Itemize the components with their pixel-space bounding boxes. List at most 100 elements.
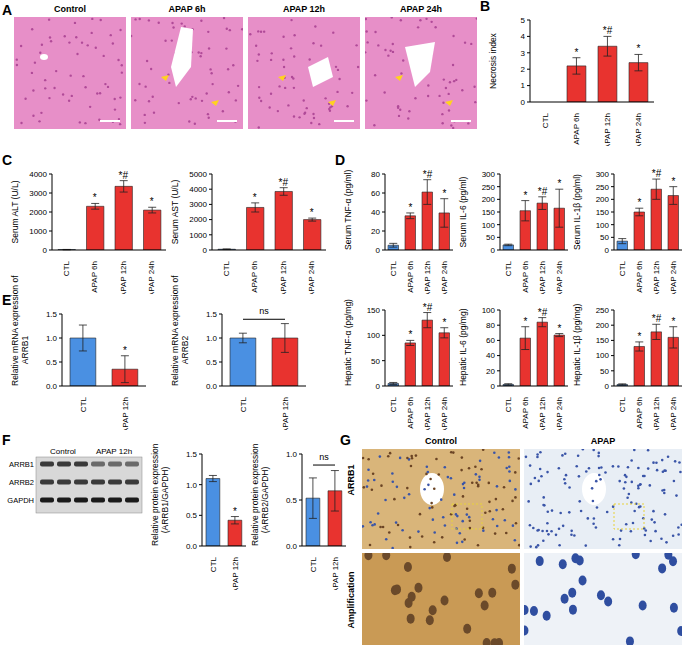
- svg-text:APAP 6h: APAP 6h: [406, 261, 415, 293]
- svg-text:0.5: 0.5: [46, 358, 58, 367]
- svg-text:*#: *#: [603, 25, 613, 36]
- svg-text:250: 250: [482, 183, 496, 192]
- svg-text:100: 100: [596, 351, 610, 360]
- svg-text:CTL: CTL: [62, 260, 71, 276]
- svg-text:*: *: [558, 323, 562, 334]
- svg-text:*: *: [409, 202, 413, 213]
- svg-text:200: 200: [596, 321, 610, 330]
- svg-text:APAP 12h: APAP 12h: [121, 397, 130, 430]
- svg-text:50: 50: [371, 357, 380, 366]
- svg-text:40: 40: [371, 208, 380, 217]
- svg-text:1.5: 1.5: [46, 310, 58, 319]
- svg-text:0: 0: [203, 246, 208, 255]
- svg-text:*: *: [93, 192, 97, 203]
- svg-text:2000: 2000: [189, 215, 207, 224]
- svg-text:2000: 2000: [29, 208, 47, 217]
- svg-text:APAP 12h: APAP 12h: [423, 261, 432, 294]
- svg-text:*: *: [672, 316, 676, 327]
- svg-text:APAP 24h: APAP 24h: [440, 397, 449, 430]
- svg-text:1: 1: [521, 81, 526, 90]
- svg-text:0: 0: [491, 246, 496, 255]
- svg-text:20: 20: [486, 367, 495, 376]
- svg-text:*#: *#: [423, 302, 433, 313]
- svg-text:4000: 4000: [29, 170, 47, 179]
- svg-text:CTL: CTL: [618, 396, 627, 412]
- svg-text:3: 3: [521, 49, 526, 58]
- svg-text:APAP 24h: APAP 24h: [440, 261, 449, 294]
- svg-text:2: 2: [521, 65, 526, 74]
- svg-text:40: 40: [486, 351, 495, 360]
- svg-text:0.5: 0.5: [286, 496, 298, 505]
- svg-text:300: 300: [596, 170, 610, 179]
- svg-text:1000: 1000: [29, 227, 47, 236]
- svg-text:*#: *#: [279, 177, 289, 188]
- svg-text:APAP 6h: APAP 6h: [572, 113, 581, 145]
- svg-text:0.0: 0.0: [186, 542, 198, 551]
- svg-text:*#: *#: [538, 186, 548, 197]
- svg-text:*: *: [443, 317, 447, 328]
- svg-text:APAP 24h: APAP 24h: [669, 261, 677, 294]
- svg-text:ns: ns: [319, 452, 329, 462]
- svg-text:*#: *#: [423, 169, 433, 180]
- svg-text:*: *: [575, 47, 579, 58]
- svg-text:APAP 12h: APAP 12h: [423, 397, 432, 430]
- svg-text:CTL: CTL: [504, 396, 513, 412]
- svg-text:50: 50: [486, 233, 495, 242]
- svg-text:CTL: CTL: [222, 260, 231, 276]
- svg-text:100: 100: [596, 221, 610, 230]
- svg-text:0: 0: [376, 382, 381, 391]
- svg-text:CTL: CTL: [389, 260, 398, 276]
- svg-text:CTL: CTL: [79, 396, 88, 412]
- svg-text:150: 150: [482, 208, 496, 217]
- svg-text:APAP 6h: APAP 6h: [90, 261, 99, 293]
- svg-text:250: 250: [596, 306, 610, 315]
- svg-text:APAP 12h: APAP 12h: [331, 557, 340, 590]
- svg-text:*: *: [253, 192, 257, 203]
- svg-text:CTL: CTL: [209, 556, 218, 572]
- svg-text:*: *: [672, 176, 676, 187]
- svg-text:APAP 12h: APAP 12h: [231, 557, 240, 590]
- svg-text:0.5: 0.5: [206, 358, 218, 367]
- svg-text:APAP 12h: APAP 12h: [96, 447, 132, 456]
- svg-text:300: 300: [482, 170, 496, 179]
- svg-text:CTL: CTL: [504, 260, 513, 276]
- svg-text:*: *: [524, 316, 528, 327]
- svg-text:APAP 24h: APAP 24h: [555, 261, 564, 294]
- svg-text:APAP 12h: APAP 12h: [652, 397, 661, 430]
- svg-text:200: 200: [596, 195, 610, 204]
- svg-text:APAP 6h: APAP 6h: [250, 261, 259, 293]
- svg-text:ARRB1: ARRB1: [9, 460, 34, 469]
- svg-text:APAP 12h: APAP 12h: [279, 261, 288, 294]
- svg-text:APAP 6h: APAP 6h: [635, 261, 644, 293]
- svg-text:0.0: 0.0: [46, 382, 58, 391]
- svg-text:1.5: 1.5: [186, 450, 198, 459]
- svg-text:50: 50: [600, 367, 609, 376]
- svg-text:0: 0: [521, 98, 526, 107]
- svg-text:*: *: [150, 196, 154, 207]
- svg-text:*#: *#: [652, 168, 662, 179]
- svg-text:150: 150: [367, 306, 381, 315]
- svg-text:APAP 6h: APAP 6h: [521, 261, 530, 293]
- svg-text:*: *: [558, 178, 562, 189]
- svg-text:1.0: 1.0: [286, 450, 298, 459]
- svg-text:4: 4: [521, 32, 526, 41]
- svg-text:60: 60: [371, 189, 380, 198]
- svg-text:5: 5: [521, 16, 526, 25]
- svg-text:80: 80: [371, 170, 380, 179]
- svg-text:1.0: 1.0: [186, 481, 198, 490]
- svg-text:*: *: [524, 190, 528, 201]
- svg-text:APAP 12h: APAP 12h: [538, 397, 547, 430]
- svg-text:*#: *#: [538, 307, 548, 318]
- svg-text:Control: Control: [50, 447, 76, 456]
- svg-text:80: 80: [486, 321, 495, 330]
- svg-text:*: *: [637, 43, 641, 54]
- svg-text:200: 200: [482, 195, 496, 204]
- svg-text:ns: ns: [259, 306, 269, 316]
- svg-text:100: 100: [367, 331, 381, 340]
- svg-text:APAP 12h: APAP 12h: [652, 261, 661, 294]
- svg-text:1.0: 1.0: [46, 334, 58, 343]
- svg-text:20: 20: [371, 227, 380, 236]
- svg-text:*: *: [409, 329, 413, 340]
- svg-text:150: 150: [596, 336, 610, 345]
- svg-text:250: 250: [596, 183, 610, 192]
